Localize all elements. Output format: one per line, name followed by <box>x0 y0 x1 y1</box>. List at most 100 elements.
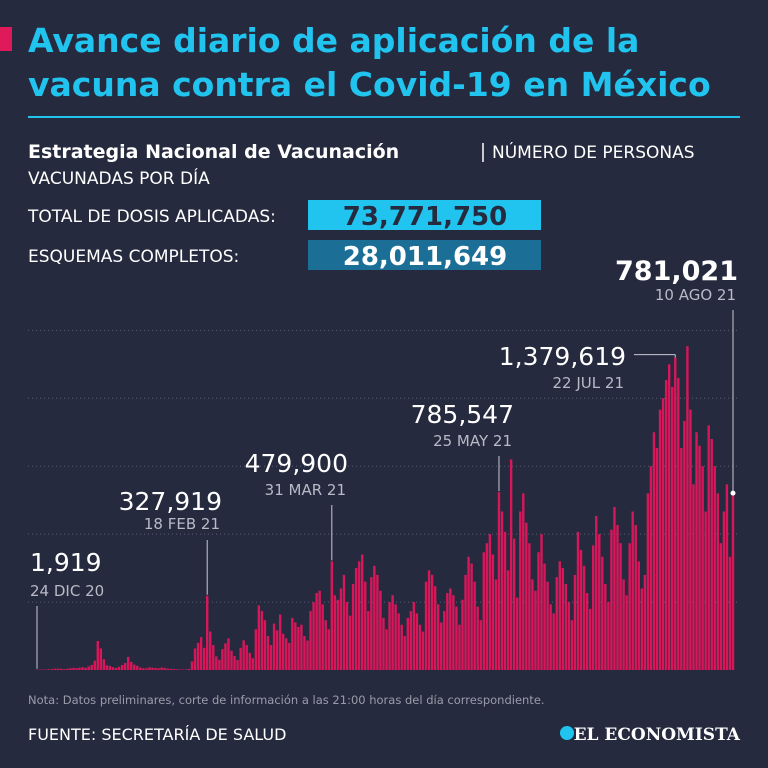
bar <box>409 611 413 670</box>
bar <box>525 522 528 670</box>
bar <box>348 615 352 670</box>
bar <box>148 667 151 670</box>
bar <box>561 568 564 670</box>
stat-label: ESQUEMAS COMPLETOS: <box>28 247 239 267</box>
bar <box>695 432 698 670</box>
bar <box>130 661 133 670</box>
date-label: 10 AGO 21 <box>655 286 736 304</box>
bar <box>288 642 291 670</box>
bar <box>421 631 425 670</box>
bar <box>476 606 479 670</box>
bar <box>102 659 106 670</box>
bar <box>719 543 723 670</box>
bar <box>488 534 492 670</box>
logo: EL ECONOMISTA <box>574 725 741 745</box>
bar <box>436 604 440 670</box>
bar <box>403 636 406 670</box>
bar <box>604 583 607 670</box>
bar <box>367 611 370 670</box>
bar <box>47 669 51 670</box>
bar <box>376 574 379 670</box>
bar <box>509 459 513 670</box>
bar <box>263 620 267 670</box>
bar <box>725 484 729 670</box>
logo-icon <box>560 726 574 740</box>
bar <box>667 364 671 670</box>
bar <box>491 554 495 670</box>
bar <box>294 622 297 670</box>
bar <box>227 638 230 670</box>
bar <box>722 511 726 670</box>
bar <box>321 604 324 670</box>
bar <box>585 593 589 670</box>
bar <box>139 667 142 670</box>
bar <box>111 667 115 670</box>
bar <box>199 637 203 670</box>
bar <box>336 599 340 670</box>
stat-box <box>308 240 541 270</box>
bar <box>93 660 96 670</box>
bar <box>506 570 510 670</box>
bar <box>503 531 507 670</box>
bar <box>452 595 455 670</box>
value-label: 1,919 <box>30 548 102 577</box>
bar <box>373 565 376 670</box>
bar <box>415 613 419 670</box>
bar <box>339 588 343 670</box>
bar <box>44 669 48 670</box>
bar <box>701 466 704 670</box>
bar <box>640 588 644 670</box>
bar <box>75 668 78 670</box>
subtitle: VACUNADAS POR DÍA <box>28 167 210 189</box>
accent-marker <box>0 27 12 51</box>
bar <box>540 534 543 670</box>
bar <box>400 624 403 670</box>
bar <box>634 525 637 670</box>
bar <box>637 561 640 670</box>
bar <box>84 667 87 670</box>
bar <box>470 563 473 670</box>
bar <box>351 583 355 670</box>
bar <box>297 626 300 670</box>
bar <box>254 629 258 670</box>
bar <box>446 593 449 670</box>
bar <box>60 668 63 670</box>
bar <box>224 643 227 670</box>
bar <box>573 574 577 670</box>
bar <box>120 665 124 670</box>
bar <box>382 617 385 670</box>
bar <box>430 574 434 670</box>
bar <box>81 667 84 670</box>
bar <box>272 623 276 670</box>
bar <box>108 665 112 670</box>
bar <box>397 613 400 670</box>
bar <box>455 606 458 670</box>
bar <box>564 583 568 670</box>
bar <box>528 543 531 670</box>
bar <box>99 648 103 670</box>
title-line: vacuna contra el Covid-19 en México <box>28 65 711 104</box>
stat-value: 73,771,750 <box>343 202 507 232</box>
bar <box>677 377 680 670</box>
bar <box>661 398 665 670</box>
bar <box>631 511 634 670</box>
title-line: Avance diario de aplicación de la <box>28 21 639 60</box>
end-dot <box>730 490 736 496</box>
source: FUENTE: SECRETARÍA DE SALUD <box>28 725 286 744</box>
bar <box>361 554 364 670</box>
bar <box>652 432 656 670</box>
bar <box>394 604 397 670</box>
bar <box>433 586 437 670</box>
bar <box>412 602 416 670</box>
bar <box>126 656 130 670</box>
bar <box>464 574 467 670</box>
bar <box>54 668 57 670</box>
bar <box>379 590 382 670</box>
bar <box>601 556 604 670</box>
bar <box>607 602 610 670</box>
bar <box>157 668 160 670</box>
bar <box>512 538 516 670</box>
bar <box>215 656 218 670</box>
bar <box>230 650 233 670</box>
